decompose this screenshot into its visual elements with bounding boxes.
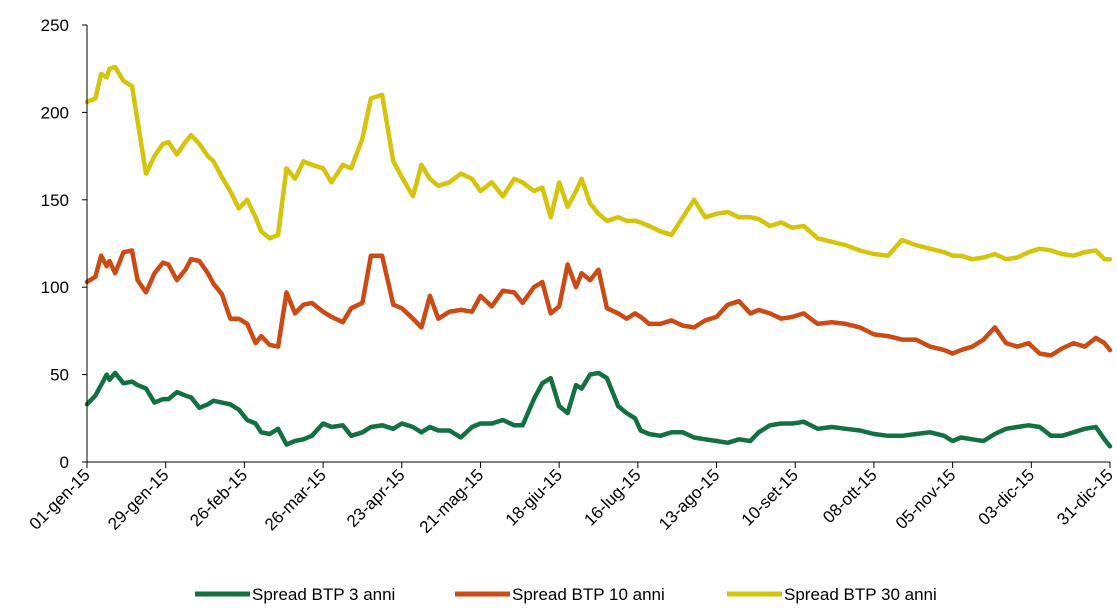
y-tick-label: 0 bbox=[60, 453, 69, 472]
legend-label-1: Spread BTP 3 anni bbox=[252, 585, 395, 604]
series-line-3 bbox=[84, 64, 1113, 262]
x-tick-label: 21-mag-15 bbox=[416, 465, 488, 537]
x-tick-label: 16-lug-15 bbox=[580, 465, 644, 529]
axes bbox=[86, 25, 1110, 463]
x-tick-label: 01-gen-15 bbox=[26, 465, 94, 533]
legend: Spread BTP 3 anni Spread BTP 10 anni Sprea… bbox=[195, 585, 937, 604]
x-tick-label: 13-ago-15 bbox=[655, 465, 723, 533]
y-tick-label: 150 bbox=[41, 191, 69, 210]
y-tick-label: 250 bbox=[41, 16, 69, 35]
x-axis-ticks: 01-gen-15 29-gen-15 26-feb-15 26-mar-15 23-a… bbox=[26, 462, 1117, 537]
y-tick-label: 100 bbox=[41, 278, 69, 297]
y-tick-label: 50 bbox=[50, 366, 69, 385]
y-tick-label: 200 bbox=[41, 103, 69, 122]
legend-label-3: Spread BTP 30 anni bbox=[784, 585, 937, 604]
series-line-1 bbox=[84, 370, 1113, 449]
x-tick-label: 31-dic-15 bbox=[1053, 465, 1117, 529]
x-tick-label: 23-apr-15 bbox=[343, 465, 409, 531]
x-tick-label: 26-mar-15 bbox=[261, 465, 330, 534]
x-tick-label: 03-dic-15 bbox=[975, 465, 1039, 529]
y-axis-ticks: 0 50 100 150 200 250 bbox=[41, 16, 87, 472]
plot-area bbox=[84, 64, 1113, 449]
legend-label-2: Spread BTP 10 anni bbox=[512, 585, 665, 604]
series-line-2 bbox=[84, 248, 1113, 358]
x-tick-label: 26-feb-15 bbox=[186, 465, 251, 530]
x-tick-label: 10-set-15 bbox=[738, 465, 802, 529]
x-tick-label: 29-gen-15 bbox=[104, 465, 172, 533]
x-tick-label: 05-nov-15 bbox=[892, 465, 960, 533]
x-tick-label: 08-ott-15 bbox=[819, 465, 881, 527]
x-tick-label: 18-giu-15 bbox=[502, 465, 566, 529]
